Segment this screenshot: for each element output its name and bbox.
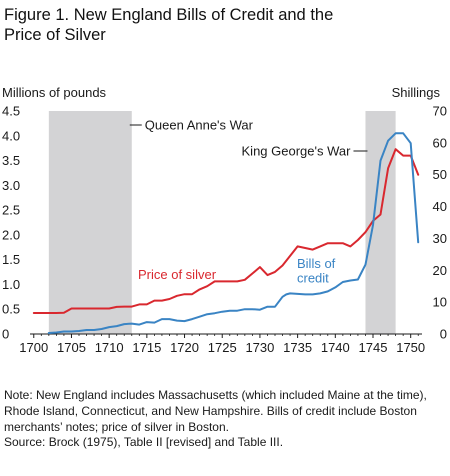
war-shading-2 (365, 111, 396, 334)
chart-plot: 1700 1705 1710 1715 1720 1725 1730 1735 1740 1745… (2, 104, 447, 356)
left-y-tick-label: 0.5 (2, 302, 20, 317)
bills-of-credit-line (47, 132, 420, 334)
series-layer (32, 132, 420, 334)
left-axis-unit-label: Millions of pounds (2, 85, 107, 100)
right-y-tick-label: 20 (433, 263, 447, 278)
x-tick-label: 1715 (132, 340, 161, 355)
left-y-tick-label: 4.5 (2, 104, 20, 119)
x-tick-label: 1700 (19, 340, 48, 355)
x-tick-label: 1750 (396, 340, 425, 355)
left-y-tick-label: 3.0 (2, 178, 20, 193)
x-tick-label: 1705 (57, 340, 86, 355)
source-text: Source: Brock (1975), Table II [revised]… (4, 435, 284, 450)
chart-note: Note: New England includes Massachusetts… (4, 388, 434, 451)
war-shading-layer (48, 111, 396, 334)
right-axis-unit-label: Shillings (391, 85, 440, 100)
x-tick-label: 1730 (245, 340, 274, 355)
x-tick-label: 1720 (170, 340, 199, 355)
left-y-tick-label: 1.0 (2, 277, 20, 292)
king-georges-war-label: King George's War (242, 144, 352, 159)
price-of-silver-line (32, 148, 420, 314)
right-y-tick-label: 0 (440, 327, 447, 342)
right-y-tick-label: 60 (433, 135, 447, 150)
war-shading-1 (48, 111, 132, 334)
note-text: Note: New England includes Massachusetts… (4, 388, 427, 434)
x-tick-label: 1745 (359, 340, 388, 355)
bills-of-credit-label: Bills of (297, 256, 336, 271)
x-tick-label: 1740 (321, 340, 350, 355)
left-y-tick-label: 0 (2, 327, 9, 342)
right-y-tick-label: 70 (433, 104, 447, 119)
queen-annes-war-label: Queen Anne's War (145, 118, 254, 133)
annotation-layer: Queen Anne's War King George's War Price o… (129, 118, 368, 286)
x-tick-label: 1735 (283, 340, 312, 355)
chart-title: Figure 1. New England Bills of Credit an… (4, 6, 334, 44)
left-y-tick-label: 3.5 (2, 153, 20, 168)
right-y-tick-label: 50 (433, 167, 447, 182)
left-y-tick-label: 1.5 (2, 252, 20, 267)
bills-of-credit-label: credit (297, 271, 329, 286)
right-y-tick-label: 30 (433, 231, 447, 246)
left-y-tick-label: 2.0 (2, 227, 20, 242)
price-of-silver-label: Price of silver (138, 267, 217, 282)
right-y-tick-label: 10 (433, 295, 447, 310)
left-y-tick-label: 2.5 (2, 203, 20, 218)
x-tick-label: 1725 (208, 340, 237, 355)
left-y-tick-label: 4.0 (2, 128, 20, 143)
right-y-tick-label: 40 (433, 199, 447, 214)
axes-layer: 1700 1705 1710 1715 1720 1725 1730 1735 1740 1745… (2, 104, 447, 356)
x-tick-label: 1710 (95, 340, 124, 355)
